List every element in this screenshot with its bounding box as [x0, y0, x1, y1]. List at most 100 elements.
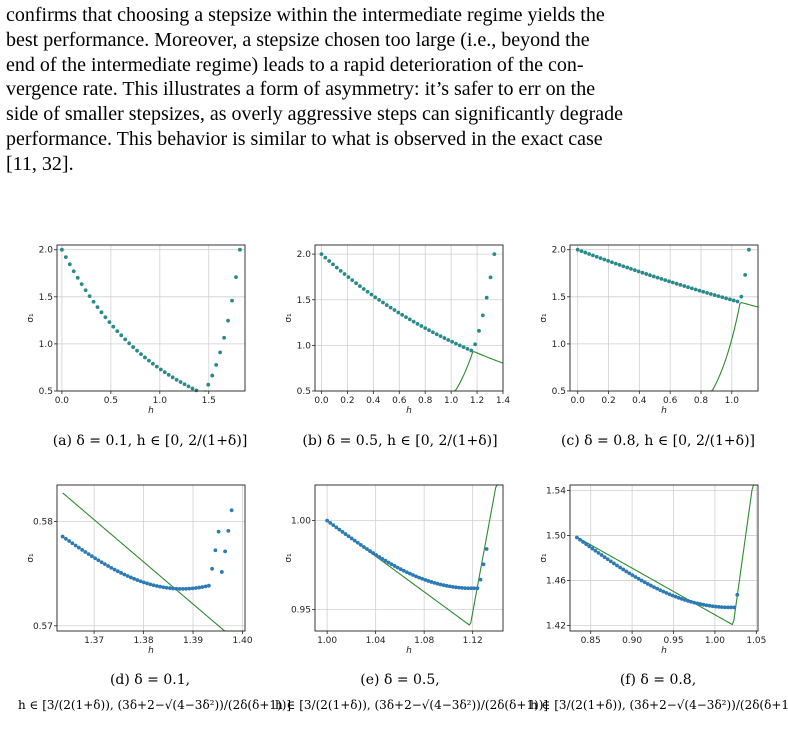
data-point: [713, 604, 718, 609]
data-point: [190, 386, 195, 391]
data-point: [180, 586, 185, 591]
data-point: [708, 292, 713, 296]
y-tick-label: 1.50: [546, 532, 566, 542]
data-point: [407, 317, 412, 322]
data-point: [327, 259, 332, 263]
data-point: [89, 554, 94, 559]
data-point: [377, 555, 382, 559]
data-point: [663, 278, 668, 283]
x-tick-label: 1.2: [470, 396, 484, 406]
data-point: [655, 275, 660, 280]
data-point: [206, 583, 211, 588]
data-point: [158, 367, 163, 372]
data-point: [575, 535, 579, 540]
data-point: [70, 541, 75, 546]
data-point: [203, 584, 208, 589]
data-point: [492, 252, 497, 257]
data-point: [648, 273, 652, 278]
data-point: [60, 534, 65, 539]
x-tick-label: 1.0: [725, 396, 740, 406]
data-point: [716, 604, 721, 609]
data-point: [608, 559, 613, 564]
data-point: [636, 269, 641, 274]
data-point: [216, 529, 221, 534]
data-point: [584, 542, 589, 547]
x-tick-label: 1.0: [153, 396, 168, 406]
data-point: [194, 388, 199, 393]
data-point: [701, 602, 706, 607]
data-point: [578, 537, 582, 542]
data-point: [342, 272, 347, 276]
x-tick-label: 1.40: [233, 636, 253, 646]
data-point: [139, 352, 143, 357]
data-point: [96, 558, 101, 563]
data-point: [444, 583, 449, 588]
data-point: [593, 548, 598, 553]
data-point: [343, 532, 348, 536]
data-point: [158, 584, 163, 589]
data-point: [735, 592, 740, 597]
x-tick-label: 0.0: [314, 396, 329, 406]
x-tick-label: 0.4: [366, 396, 381, 406]
data-point: [423, 577, 428, 582]
x-axis-label: h: [148, 646, 154, 656]
data-point: [461, 345, 466, 350]
data-point: [388, 305, 393, 310]
data-point: [99, 560, 104, 565]
data-point: [102, 562, 107, 567]
x-tick-label: 0.8: [694, 396, 709, 406]
data-point: [645, 582, 650, 586]
x-tick-label: 0.4: [632, 396, 647, 406]
data-point: [123, 337, 128, 342]
data-point: [587, 544, 592, 549]
body-paragraph: confirms that choosing a stepsize within…: [6, 3, 782, 177]
data-point: [726, 605, 730, 610]
caption-c: (c) δ = 0.8, h ∈ [0, 2/(1+δ)]: [560, 433, 756, 449]
caption-b: (b) δ = 0.5, h ∈ [0, 2/(1+δ)]: [302, 433, 498, 449]
data-point: [621, 567, 626, 572]
x-tick-label: 1.05: [746, 636, 766, 646]
data-point: [465, 346, 470, 351]
data-point: [383, 558, 388, 563]
data-point: [226, 318, 230, 323]
data-point: [59, 247, 64, 252]
data-point: [658, 588, 663, 593]
x-tick-label: 1.5: [202, 396, 216, 406]
data-point: [598, 256, 603, 261]
data-point: [613, 261, 618, 266]
x-tick-label: 1.4: [496, 396, 511, 406]
data-point: [747, 247, 751, 252]
y-tick-label: 1.42: [546, 621, 566, 631]
data-point: [698, 602, 703, 606]
data-point: [427, 328, 431, 333]
figure-panel-c: 0.0 0.2 0.4 0.6 0.8 1.0 0.5 1.0 1.5 2.0 h σ₁: [538, 238, 773, 423]
caption-d: (d) δ = 0.1,: [109, 672, 191, 688]
data-point: [331, 262, 335, 267]
data-point: [386, 560, 391, 565]
data-point: [392, 308, 397, 312]
lower-bound-line: [62, 492, 245, 632]
data-point: [143, 355, 147, 360]
axes-frame: [314, 244, 504, 392]
data-point: [695, 601, 700, 606]
data-point: [689, 286, 694, 291]
data-point: [76, 545, 81, 550]
data-point: [472, 586, 477, 591]
data-point: [679, 596, 684, 601]
y-axis-label: σ₁: [284, 553, 294, 563]
data-point: [395, 565, 400, 570]
caption-f-interval: h ∈ [3/(2(1+δ)), (3δ+2−√(4−3δ²))/(2δ(δ+1…: [530, 698, 788, 712]
figure-panel-b: 0.0 0.2 0.4 0.6 0.8 1.0 1.2 1.4 0.5 1.0 1.5 2.0 h σ₁: [283, 238, 518, 423]
data-point: [141, 580, 146, 585]
x-tick-label: 1.0: [444, 396, 459, 406]
data-point: [651, 274, 656, 279]
axes-frame: [569, 244, 759, 392]
data-point: [408, 571, 412, 576]
data-point: [673, 594, 678, 599]
x-tick-label: 1.12: [463, 636, 483, 646]
data-point: [63, 536, 68, 541]
data-point: [177, 586, 182, 591]
data-point: [369, 292, 374, 297]
data-point: [411, 573, 415, 577]
data-point: [591, 253, 595, 258]
